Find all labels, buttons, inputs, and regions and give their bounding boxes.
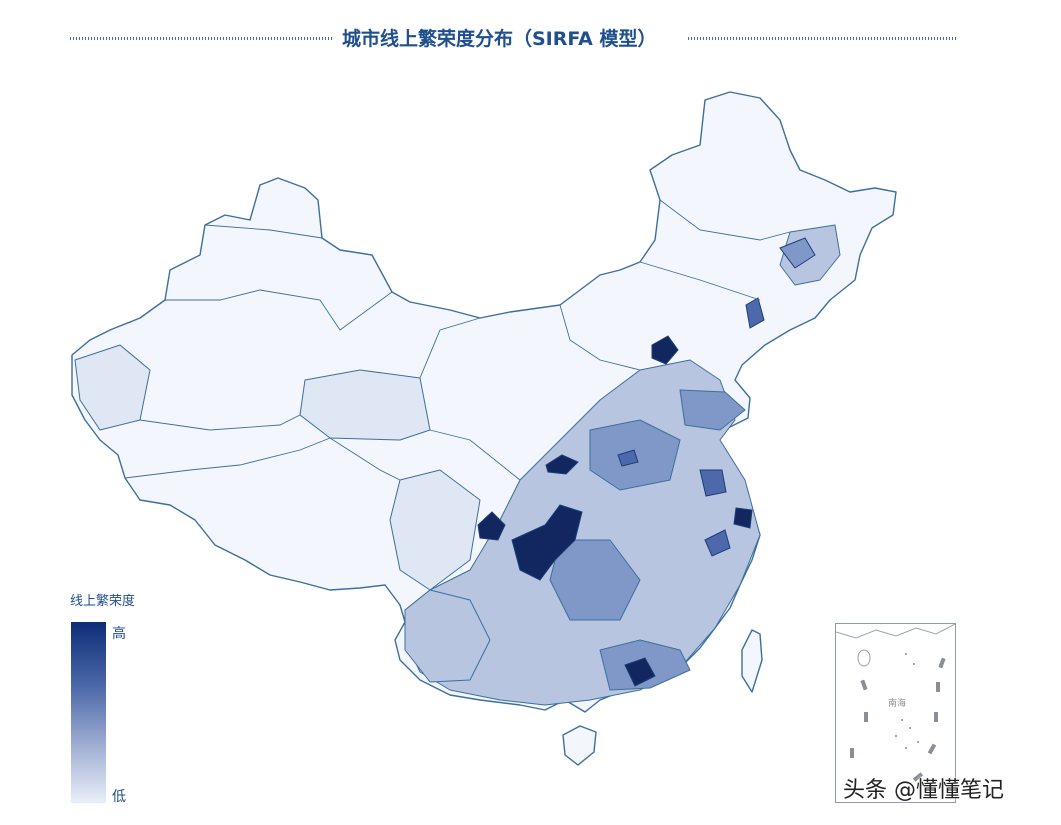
region-hunan <box>549 539 641 621</box>
boundary-line <box>204 224 323 239</box>
island-dot <box>909 727 911 729</box>
hainan-island <box>562 725 597 766</box>
boundary-line <box>659 199 791 241</box>
boundary-line <box>639 261 761 301</box>
title-dotted-rule-right <box>688 37 956 40</box>
inset-label: 南海 <box>888 699 907 709</box>
hotspot-xian <box>545 454 579 475</box>
legend-color-ramp <box>71 622 106 803</box>
dash-mark <box>938 657 946 669</box>
hotspot-wuhan <box>704 529 731 557</box>
taiwan-island <box>741 629 763 693</box>
hotspot-chengdu <box>477 511 506 541</box>
boundary-line <box>329 437 401 481</box>
island-dot <box>913 663 915 665</box>
inset-islands <box>895 653 919 749</box>
legend-low-label: 低 <box>112 789 126 805</box>
hotspot-zhengzhou <box>617 449 639 467</box>
boundary-line <box>124 437 331 479</box>
legend-title: 线上繁荣度 <box>70 594 136 609</box>
inset-coastline <box>835 623 956 639</box>
hotspot-nanjing-hangzhou <box>699 469 727 497</box>
hotspot-chongqing <box>511 504 583 581</box>
hotspot-harbin <box>779 237 816 269</box>
hotspot-beijing <box>651 335 679 365</box>
dash-mark <box>927 743 937 755</box>
legend-high-label: 高 <box>112 626 126 642</box>
region-shandong <box>679 389 746 431</box>
watermark: 头条 @懂懂笔记 <box>843 778 1004 803</box>
region-sichuan-west <box>389 469 481 591</box>
island-dot <box>905 653 907 655</box>
boundary-line <box>165 289 393 331</box>
dash-mark <box>936 682 940 692</box>
inset-hainan <box>857 649 871 667</box>
map-title: 城市线上繁荣度分布（SIRFA 模型） <box>342 28 657 50</box>
island-dot <box>895 735 897 737</box>
hotspot-shanghai <box>733 507 753 529</box>
south-china-sea-inset: 南海 <box>835 623 956 803</box>
island-dot <box>901 719 903 721</box>
region-qinghai-east <box>299 369 431 441</box>
dash-mark <box>864 712 868 722</box>
boundary-line <box>139 414 301 431</box>
title-row: 城市线上繁荣度分布（SIRFA 模型） <box>70 22 956 54</box>
dash-mark <box>850 748 854 758</box>
region-yunnan <box>404 589 491 683</box>
dash-mark <box>934 712 938 722</box>
hotspot-guangzhou-shenzhen <box>624 657 656 687</box>
south-china-sea-inset-map <box>835 623 956 782</box>
dash-mark <box>912 772 924 782</box>
boundary-line <box>559 304 641 371</box>
nine-dash-line <box>850 657 946 782</box>
hotspot-shenyang <box>745 297 765 329</box>
boundary-line <box>429 429 521 481</box>
island-dot <box>905 747 907 749</box>
island-dot <box>917 741 919 743</box>
dash-mark <box>860 679 868 691</box>
title-dotted-rule-left <box>70 37 332 40</box>
boundary-line <box>419 317 481 379</box>
